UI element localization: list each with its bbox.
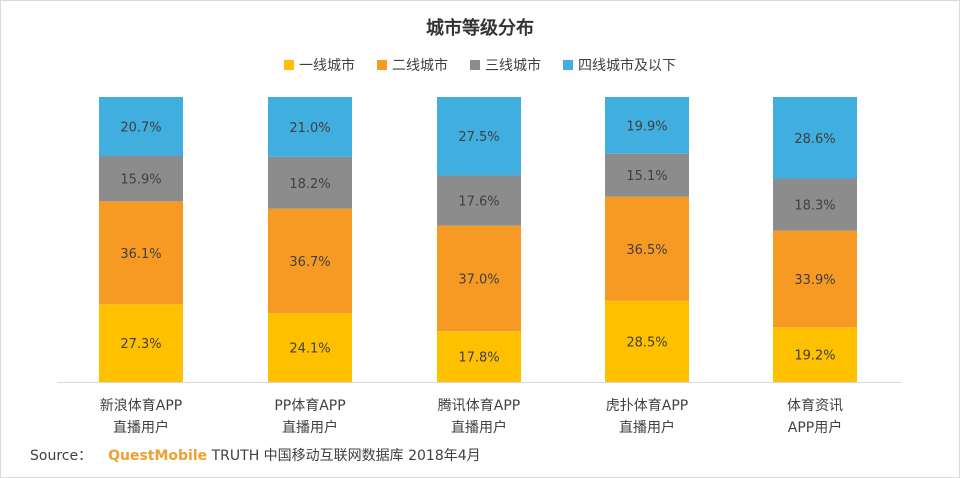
data-label: 20.7% — [120, 120, 161, 135]
bar-segment — [437, 225, 521, 332]
bar-segment — [605, 300, 689, 382]
legend-swatch — [377, 60, 387, 70]
legend-item-3: 四线城市及以下 — [563, 55, 676, 75]
data-label: 36.1% — [120, 247, 161, 262]
source-note: Source： QuestMobile TRUTH 中国移动互联网数据库 2018… — [30, 445, 481, 465]
category-label: 直播用户 — [451, 419, 507, 436]
bar-segment — [268, 156, 352, 209]
data-label: 15.1% — [626, 169, 667, 184]
bar-segment — [437, 331, 521, 382]
category-label: 虎扑体育APP — [606, 398, 688, 414]
bar-segment — [605, 97, 689, 154]
stacked-bar-chart: 27.3% 36.1% 15.9% 20.7% 新浪体育APP 直播用户 24.1% 36.7… — [57, 97, 902, 436]
bar-segment — [268, 313, 352, 382]
data-label: 33.9% — [794, 273, 835, 288]
source-prefix: Source： — [30, 448, 93, 464]
category-label: 直播用户 — [282, 419, 338, 436]
source-rest: TRUTH 中国移动互联网数据库 2018年4月 — [211, 448, 481, 464]
bar-segment — [99, 304, 183, 382]
legend-swatch — [563, 60, 573, 70]
data-label: 27.3% — [120, 337, 161, 352]
data-label: 18.3% — [794, 199, 835, 214]
data-label: 18.2% — [289, 177, 330, 192]
legend-item-0: 一线城市 — [284, 55, 355, 75]
bar-segment — [605, 153, 689, 197]
bar-segment — [268, 97, 352, 157]
bar-segment — [605, 196, 689, 301]
legend-label: 一线城市 — [299, 58, 355, 74]
data-label: 17.6% — [458, 195, 499, 210]
legend-swatch — [470, 60, 480, 70]
data-label: 36.7% — [289, 255, 330, 270]
data-label: 36.5% — [626, 243, 667, 258]
legend-item-2: 三线城市 — [470, 55, 541, 75]
data-label: 21.0% — [289, 121, 330, 136]
data-label: 27.5% — [458, 130, 499, 145]
legend-item-1: 二线城市 — [377, 55, 448, 75]
data-label: 28.5% — [626, 335, 667, 350]
legend-swatch — [284, 60, 294, 70]
data-label: 28.6% — [794, 132, 835, 147]
bar-segment — [773, 178, 857, 231]
category-label: 腾讯体育APP — [438, 397, 520, 414]
data-label: 15.9% — [120, 173, 161, 188]
legend-label: 三线城市 — [485, 58, 541, 74]
data-label: 17.8% — [458, 351, 499, 366]
category-label: 直播用户 — [619, 419, 675, 436]
bar-segment — [99, 97, 183, 156]
category-label: 体育资讯 — [787, 398, 843, 414]
chart-title: 城市等级分布 — [426, 18, 534, 39]
data-label: 24.1% — [289, 342, 330, 357]
legend-label: 二线城市 — [392, 58, 448, 74]
category-label: APP用户 — [788, 419, 842, 436]
bar-segment — [99, 201, 183, 305]
category-label: PP体育APP — [274, 398, 345, 414]
bar-segment — [773, 327, 857, 382]
bar-segment — [773, 230, 857, 328]
source-brand: QuestMobile — [108, 448, 208, 464]
legend-label: 四线城市及以下 — [578, 58, 676, 74]
bar-segment — [99, 155, 183, 202]
data-label: 19.2% — [794, 349, 835, 364]
chart-legend: 一线城市 二线城市 三线城市 四线城市及以下 — [0, 55, 960, 75]
bar-segment — [268, 208, 352, 314]
data-label: 37.0% — [458, 272, 499, 287]
bar-segment — [437, 175, 521, 226]
bar-segment — [773, 97, 857, 179]
category-label: 新浪体育APP — [100, 398, 182, 414]
category-label: 直播用户 — [113, 419, 169, 436]
bar-segment — [437, 97, 521, 176]
data-label: 19.9% — [626, 119, 667, 134]
